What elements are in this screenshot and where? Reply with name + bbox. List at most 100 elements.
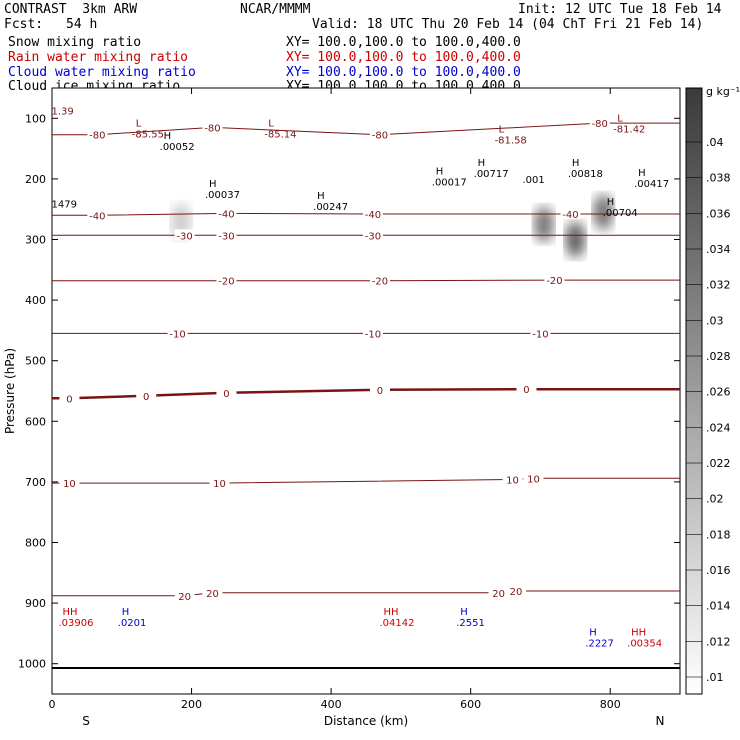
y-tick-label-8: 900 xyxy=(25,597,46,610)
extremum-value-15: .0201 xyxy=(118,618,147,629)
extremum-value-10: .001 xyxy=(522,175,544,186)
contour-label--40-3: -40 xyxy=(562,210,578,221)
colorbar-label-10: .03 xyxy=(706,314,724,327)
extremum-kind-11: H xyxy=(572,158,580,169)
x-tick-label-1: 200 xyxy=(181,698,202,711)
contour-label-bg xyxy=(523,472,544,484)
field-name-rain: Rain water mixing ratio xyxy=(8,50,189,65)
field-xy-cloud-water: XY= 100.0,100.0 to 100.0,400.0 xyxy=(286,65,521,80)
extremum-value-5: .00052 xyxy=(160,142,195,153)
contour-label--80-2: -80 xyxy=(372,131,388,142)
contour-label-10-2: 10 xyxy=(506,475,519,486)
extremum-value-1: -85.14 xyxy=(264,129,296,140)
extremum-kind-7: H xyxy=(317,191,325,202)
contour-label-bg xyxy=(216,207,237,219)
extremum-value-8: .00017 xyxy=(432,177,467,188)
contour-label-bg xyxy=(362,327,383,339)
colorbar-label-2: .014 xyxy=(706,600,731,613)
extremum-kind-15: H xyxy=(122,607,130,618)
north-end-label: N xyxy=(656,714,665,728)
x-tick-label-2: 400 xyxy=(321,698,342,711)
contour-label-bg xyxy=(560,208,581,220)
extremum-kind-0: L xyxy=(136,118,142,129)
y-tick-label-9: 1000 xyxy=(18,658,46,671)
y-tick-label-2: 300 xyxy=(25,234,46,247)
extremum-kind-17: H xyxy=(589,627,597,638)
contour-label-bg xyxy=(502,473,523,485)
contour-label-bg xyxy=(216,229,237,241)
y-tick-label-3: 400 xyxy=(25,294,46,307)
extremum-kind-2: L xyxy=(499,124,505,135)
chart-title: CONTRAST 3km ARW xyxy=(4,2,138,17)
colorbar-label-12: .034 xyxy=(706,243,731,256)
y-axis-label: Pressure (hPa) xyxy=(3,348,17,434)
contour-label-bg xyxy=(589,117,610,129)
contour-label-0-3: 0 xyxy=(377,386,383,397)
contour-label-20-2: 20 xyxy=(492,589,505,600)
forecast-label: Fcst: xyxy=(4,17,44,32)
contour-label-bg xyxy=(209,477,230,489)
colorbar-label-0: .01 xyxy=(706,671,724,684)
contour-label-bg xyxy=(488,586,509,598)
extremum-value-6: .00037 xyxy=(205,190,240,201)
extremum-value-7: .00247 xyxy=(313,202,348,213)
extremum-value-0: -85.55 xyxy=(132,129,164,140)
contour-label-0-2: 0 xyxy=(223,389,229,400)
contour-label--20-1: -20 xyxy=(372,277,388,288)
y-tick-label-7: 800 xyxy=(25,537,46,550)
extremum-kind-9: H xyxy=(478,158,486,169)
x-tick-label-4: 800 xyxy=(600,698,621,711)
field-xy-rain: XY= 100.0,100.0 to 100.0,400.0 xyxy=(286,50,521,65)
extremum-kind-13: H xyxy=(607,197,615,208)
contour-label-0-1: 0 xyxy=(143,392,149,403)
x-tick-label-3: 600 xyxy=(460,698,481,711)
valid-time-label: Valid: 18 UTC Thu 20 Feb 14 (04 ChT Fri … xyxy=(312,17,704,32)
contour-label-0-4: 0 xyxy=(523,385,529,396)
contour-label-bg xyxy=(202,121,223,133)
contour-label-20-1: 20 xyxy=(206,589,219,600)
contour-label-10-3: 10 xyxy=(527,474,540,485)
colorbar-label-4: .018 xyxy=(706,528,731,541)
contour-label--80-1: -80 xyxy=(89,131,105,142)
extremum-kind-12: H xyxy=(638,168,646,179)
colorbar-label-1: .012 xyxy=(706,635,731,648)
shaded-blob-2 xyxy=(565,221,586,258)
extremum-kind-16: H xyxy=(460,607,468,618)
colorbar-label-14: .038 xyxy=(706,172,731,185)
contour-label-bg xyxy=(174,229,195,241)
contour-label-10-0: 10 xyxy=(63,479,76,490)
extremum-kind-6: H xyxy=(209,179,217,190)
contour-label--40-0: -40 xyxy=(89,211,105,222)
extremum-kind-5: H xyxy=(164,131,172,142)
init-time-label: Init: 12 UTC Tue 18 Feb 14 xyxy=(518,2,722,17)
organization-label: NCAR/MMMM xyxy=(240,2,311,17)
contour-label-bg xyxy=(506,584,527,596)
contour-label-20-3: 20 xyxy=(510,587,523,598)
extremum-value-17: .2227 xyxy=(585,638,614,649)
contour-label-bg xyxy=(136,389,157,401)
contour-label-0-0: 0 xyxy=(66,394,72,405)
extremum-value-14: 1479 xyxy=(51,200,76,211)
colorbar-label-8: .026 xyxy=(706,386,731,399)
extremum-kind-3: L xyxy=(617,114,623,125)
y-tick-label-1: 200 xyxy=(25,173,46,186)
contour-label--10-0: -10 xyxy=(169,329,185,340)
contour-label-bg xyxy=(369,274,390,286)
contour-label-bg xyxy=(59,477,80,489)
contour-label-10-1: 10 xyxy=(213,479,226,490)
contour-label--30-2: -30 xyxy=(365,231,381,242)
field-name-cloud-water: Cloud water mixing ratio xyxy=(8,65,196,80)
colorbar-label-6: .022 xyxy=(706,457,731,470)
y-tick-label-4: 500 xyxy=(25,355,46,368)
contour-label-bg xyxy=(167,327,188,339)
extremum-kind-8: H xyxy=(436,166,444,177)
extremum-kind-20: HH xyxy=(631,627,646,638)
colorbar-label-7: .024 xyxy=(706,421,731,434)
extremum-value-3: -81.42 xyxy=(613,125,645,136)
extremum-value-2: -81.58 xyxy=(495,135,527,146)
extremum-kind-18: HH xyxy=(62,607,77,618)
colorbar-label-9: .028 xyxy=(706,350,731,363)
contour-label-bg xyxy=(362,208,383,220)
field-xy-snow: XY= 100.0,100.0 to 100.0,400.0 xyxy=(286,35,521,50)
contour-label-20-0: 20 xyxy=(178,592,191,603)
